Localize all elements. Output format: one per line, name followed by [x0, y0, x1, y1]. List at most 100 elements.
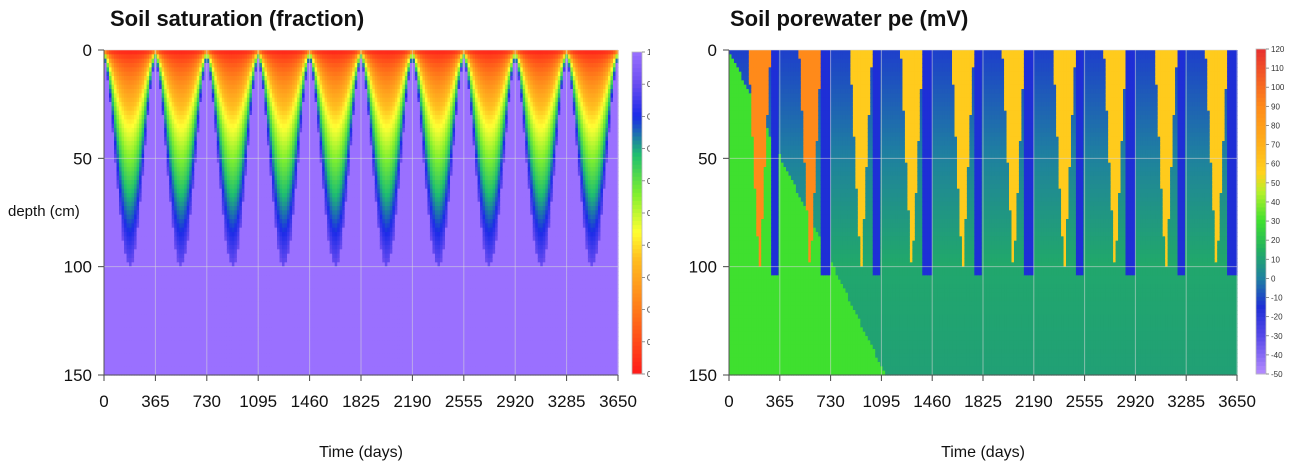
porewater-pe-colorbar-segment	[1256, 105, 1266, 111]
saturation-colorbar-segment	[632, 329, 642, 335]
saturation-colorbar-segment	[632, 56, 642, 61]
porewater-pe-colorbar-segment	[1256, 264, 1266, 269]
porewater-pe-colorbar-segment	[1256, 142, 1266, 147]
saturation-colorbar-segment	[632, 221, 642, 226]
porewater-pe-colorbar-segment	[1256, 272, 1266, 277]
porewater-pe-colorbar-segment	[1256, 73, 1266, 78]
saturation-colorbar-tick-label: 0.75	[647, 209, 650, 218]
porewater-pe-x-tick-label: 1460	[913, 392, 951, 411]
porewater-pe-colorbar-segment	[1256, 329, 1266, 334]
porewater-pe-colorbar-segment	[1256, 57, 1266, 62]
porewater-pe-colorbar-segment	[1256, 183, 1266, 188]
porewater-pe-colorbar-segment	[1256, 53, 1266, 58]
porewater-pe-colorbar-segment	[1256, 227, 1266, 233]
saturation-colorbar-tick-label: 1.00	[647, 48, 650, 57]
porewater-pe-colorbar-segment	[1256, 109, 1266, 115]
saturation-colorbar-segment	[632, 180, 642, 186]
saturation-colorbar-segment	[632, 148, 642, 154]
saturation-colorbar-segment	[632, 241, 642, 246]
porewater-pe-colorbar-segment	[1256, 341, 1266, 347]
saturation-colorbar-segment	[632, 172, 642, 178]
saturation-colorbar-segment	[632, 337, 642, 343]
porewater-pe-colorbar-segment	[1256, 187, 1266, 192]
saturation-colorbar-segment	[632, 84, 642, 89]
porewater-pe-colorbar-segment	[1256, 296, 1266, 302]
porewater-pe-colorbar-tick-label: 40	[1271, 198, 1280, 207]
saturation-colorbar-segment	[632, 281, 642, 286]
saturation-x-tick-label: 3285	[548, 392, 586, 411]
porewater-pe-colorbar-segment	[1256, 69, 1266, 74]
saturation-colorbar-segment	[632, 237, 642, 242]
porewater-pe-colorbar-segment	[1256, 65, 1266, 70]
porewater-pe-colorbar-segment	[1256, 154, 1266, 160]
porewater-pe-colorbar-segment	[1256, 174, 1266, 180]
porewater-pe-colorbar-segment	[1256, 288, 1266, 294]
porewater-pe-colorbar-tick-label: 100	[1271, 83, 1285, 92]
porewater-pe-colorbar-segment	[1256, 191, 1266, 196]
porewater-pe-chart-title: Soil porewater pe (mV)	[730, 6, 968, 32]
saturation-colorbar-segment	[632, 128, 642, 134]
porewater-pe-colorbar-tick-label: 70	[1271, 141, 1280, 150]
saturation-colorbar-tick-label: 0.70	[647, 241, 650, 250]
saturation-colorbar: 0.50 0.55 0.60 0.65 0.70 0.75 0.80 0.85 0.90 0.95…	[631, 48, 650, 379]
porewater-pe-x-tick-label: 2555	[1066, 392, 1104, 411]
saturation-colorbar-segment	[632, 96, 642, 101]
porewater-pe-colorbar-segment	[1256, 101, 1266, 107]
porewater-pe-colorbar-segment	[1256, 93, 1266, 99]
porewater-pe-colorbar-segment	[1256, 304, 1266, 310]
saturation-colorbar-segment	[632, 116, 642, 121]
porewater-pe-colorbar-tick-label: -30	[1271, 332, 1283, 341]
porewater-pe-colorbar-segment	[1256, 195, 1266, 200]
porewater-pe-colorbar-segment	[1256, 357, 1266, 363]
porewater-pe-x-tick-label: 1095	[862, 392, 900, 411]
porewater-pe-colorbar-segment	[1256, 223, 1266, 229]
saturation-heatmap-chart: 0 365 730 1095 1460 1825 2190 2555 2920 3285 3650 0…	[8, 41, 650, 461]
porewater-pe-colorbar-segment	[1256, 207, 1266, 212]
saturation-colorbar-segment	[632, 108, 642, 113]
porewater-pe-colorbar-segment	[1256, 81, 1266, 87]
saturation-colorbar-segment	[632, 200, 642, 206]
porewater-pe-x-tick-label: 0	[724, 392, 733, 411]
porewater-pe-colorbar-tick-label: 90	[1271, 102, 1280, 111]
porewater-pe-axes: 0 365 730 1095 1460 1825 2190 2555 2920 3285 3650 0…	[689, 41, 1256, 461]
saturation-colorbar-segment	[632, 192, 642, 198]
saturation-colorbar-segment	[632, 68, 642, 73]
saturation-chart-title: Soil saturation (fraction)	[110, 6, 364, 32]
porewater-pe-x-tick-label: 730	[816, 392, 844, 411]
porewater-pe-colorbar-tick-label: -20	[1271, 313, 1283, 322]
saturation-x-tick-label: 1095	[239, 392, 277, 411]
porewater-pe-colorbar-tick-label: 80	[1271, 121, 1280, 130]
saturation-colorbar-segment	[632, 369, 642, 375]
porewater-pe-colorbar-segment	[1256, 158, 1266, 164]
porewater-pe-colorbar-segment	[1256, 138, 1266, 143]
porewater-pe-colorbar-segment	[1256, 118, 1266, 123]
porewater-pe-colorbar-segment	[1256, 361, 1266, 367]
saturation-axes: 0 365 730 1095 1460 1825 2190 2555 2920 3285 3650 0…	[8, 41, 637, 461]
porewater-pe-colorbar-segment	[1256, 321, 1266, 326]
porewater-pe-colorbar-segment	[1256, 231, 1266, 237]
porewater-pe-colorbar-frame	[1255, 48, 1267, 375]
saturation-colorbar-segment	[632, 273, 642, 278]
saturation-colorbar-segment	[632, 76, 642, 81]
porewater-pe-x-tick-label: 3285	[1167, 392, 1205, 411]
porewater-pe-colorbar-tick-label: 20	[1271, 236, 1280, 245]
saturation-colorbar-segment	[632, 52, 642, 57]
porewater-pe-colorbar-segment	[1256, 114, 1266, 119]
porewater-pe-colorbar-tick-label: 10	[1271, 255, 1280, 264]
saturation-colorbar-segment	[632, 213, 642, 218]
porewater-pe-colorbar-segment	[1256, 166, 1266, 172]
porewater-pe-heatmap-cells	[729, 50, 1238, 376]
saturation-colorbar-segment	[632, 188, 642, 194]
saturation-colorbar-segment	[632, 333, 642, 339]
porewater-pe-colorbar-segment	[1256, 268, 1266, 273]
saturation-colorbar-segment	[632, 217, 642, 222]
saturation-colorbar-segment	[632, 156, 642, 162]
saturation-colorbar-segment	[632, 196, 642, 202]
porewater-pe-colorbar-segment	[1256, 248, 1266, 253]
porewater-pe-colorbar-tick-label: -50	[1271, 370, 1283, 379]
porewater-pe-x-tick-label: 3650	[1218, 392, 1256, 411]
porewater-pe-x-tick-label: 2190	[1015, 392, 1053, 411]
porewater-pe-colorbar-segment	[1256, 77, 1266, 82]
saturation-colorbar-segment	[632, 297, 642, 303]
saturation-colorbar-segment	[632, 353, 642, 359]
